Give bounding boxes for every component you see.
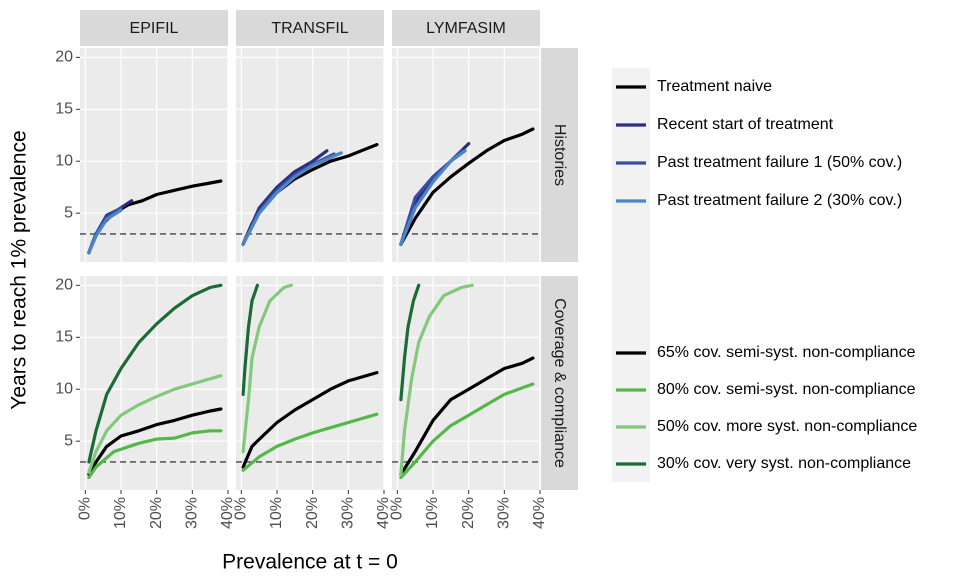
y-tick-label: 10 bbox=[55, 152, 73, 169]
series-line bbox=[241, 283, 259, 396]
series-line bbox=[399, 127, 535, 246]
legend-label: Recent start of treatment bbox=[657, 116, 834, 133]
x-tick-label: 20% bbox=[304, 497, 321, 529]
series-line bbox=[399, 382, 535, 480]
x-tick-label: 20% bbox=[148, 497, 165, 529]
x-tick-label: 30% bbox=[184, 497, 201, 529]
x-tick-label: 10% bbox=[112, 497, 129, 529]
facet-label: LYMFASIM bbox=[426, 20, 506, 37]
panel-background bbox=[392, 276, 540, 490]
y-tick-label: 10 bbox=[55, 380, 73, 397]
legend-label: 50% cov. more syst. non-compliance bbox=[657, 418, 917, 435]
legend-label: Past treatment failure 1 (50% cov.) bbox=[657, 154, 902, 171]
legend-key-background bbox=[612, 68, 650, 482]
facet-strip bbox=[541, 276, 578, 490]
series-line bbox=[87, 283, 223, 464]
legend-label: Treatment naive bbox=[657, 78, 772, 95]
x-tick-label: 40% bbox=[219, 497, 236, 529]
legend-label: 65% cov. semi-syst. non-compliance bbox=[657, 344, 916, 361]
x-tick-label: 0% bbox=[389, 497, 406, 520]
series-line bbox=[87, 407, 223, 476]
series-line bbox=[241, 151, 343, 246]
x-tick-label: 10% bbox=[268, 497, 285, 529]
panel-background bbox=[80, 48, 228, 262]
series-line bbox=[241, 412, 379, 472]
x-tick-label: 0% bbox=[77, 497, 94, 520]
y-tick-label: 5 bbox=[64, 432, 73, 449]
series-line bbox=[241, 371, 379, 469]
x-tick-label: 20% bbox=[460, 497, 477, 529]
x-tick-label: 40% bbox=[375, 497, 392, 529]
series-line bbox=[87, 429, 223, 480]
legend-label: Past treatment failure 2 (30% cov.) bbox=[657, 192, 902, 209]
facet-label: TRANSFIL bbox=[271, 20, 348, 37]
legend-label: 80% cov. semi-syst. non-compliance bbox=[657, 381, 916, 398]
y-tick-label: 20 bbox=[55, 49, 73, 66]
facet-label: Coverage & compliance bbox=[551, 298, 568, 468]
y-tick-label: 15 bbox=[55, 329, 73, 346]
y-axis-title: Years to reach 1% prevalence bbox=[8, 130, 31, 409]
panel-background bbox=[80, 276, 228, 490]
x-tick-label: 30% bbox=[496, 497, 513, 529]
series-line bbox=[87, 374, 223, 474]
series-line bbox=[399, 149, 467, 246]
y-tick-label: 20 bbox=[55, 277, 73, 294]
x-tick-label: 10% bbox=[424, 497, 441, 529]
x-tick-label: 0% bbox=[233, 497, 250, 520]
x-axis-title: Prevalence at t = 0 bbox=[222, 551, 398, 574]
series-line bbox=[399, 356, 535, 476]
series-line bbox=[399, 283, 421, 402]
y-tick-label: 5 bbox=[64, 204, 73, 221]
panel-background bbox=[236, 48, 384, 262]
panel-background bbox=[392, 48, 540, 262]
series-line bbox=[87, 208, 123, 255]
facet-strip bbox=[541, 48, 578, 262]
facet-strip bbox=[80, 10, 228, 46]
series-line bbox=[241, 283, 293, 454]
legend-label: 30% cov. very syst. non-compliance bbox=[657, 455, 911, 472]
x-tick-label: 30% bbox=[340, 497, 357, 529]
facet-label: EPIFIL bbox=[130, 20, 179, 37]
x-tick-label: 40% bbox=[531, 497, 548, 529]
series-line bbox=[399, 283, 474, 476]
facet-label: Histories bbox=[551, 124, 568, 186]
facet-strip bbox=[392, 10, 540, 46]
facet-strip bbox=[236, 10, 384, 46]
y-tick-label: 15 bbox=[55, 101, 73, 118]
